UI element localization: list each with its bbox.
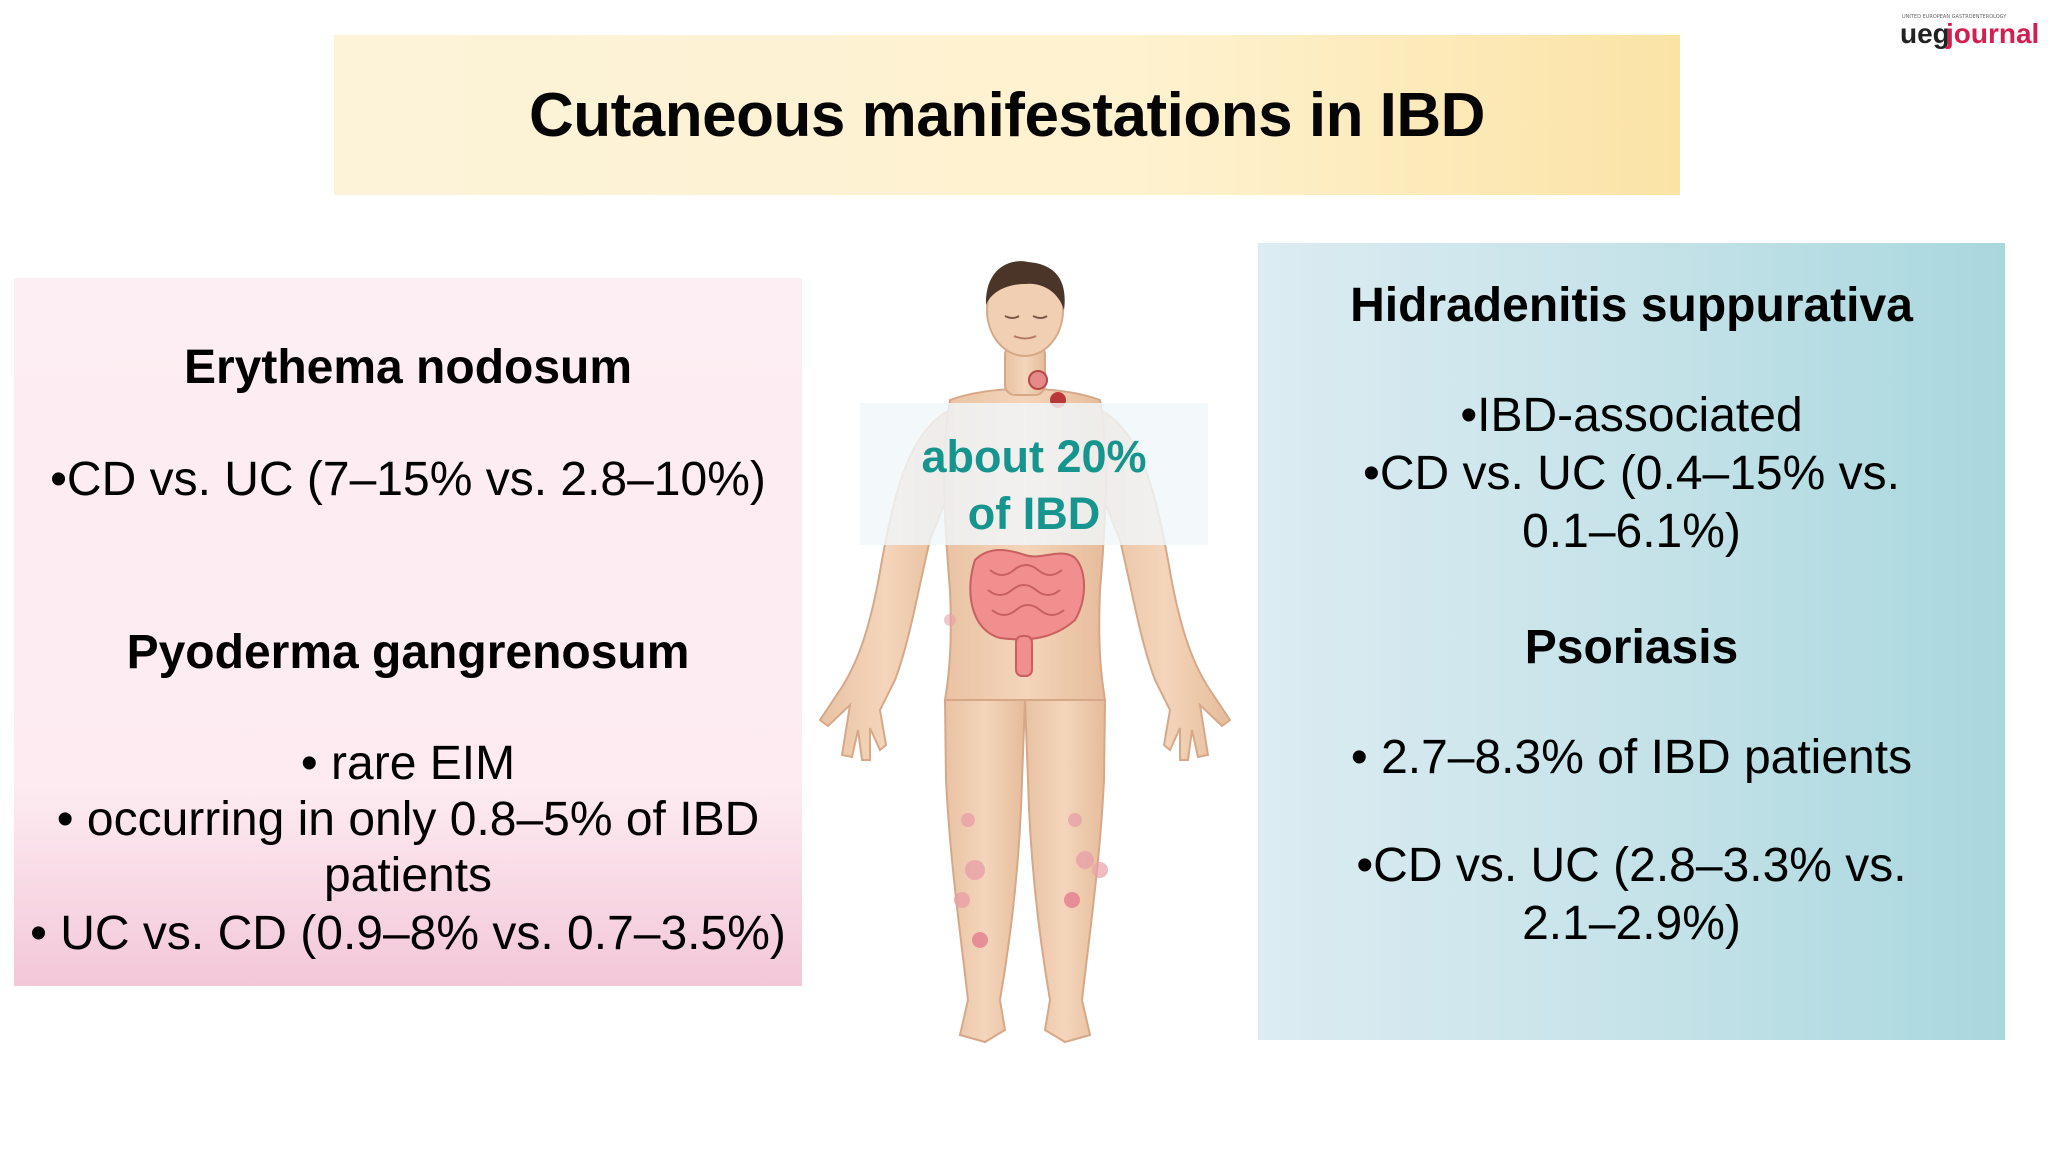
pyoderma-line-2: • occurring in only 0.8–5% of IBD: [56, 793, 760, 846]
erythema-nodosum-line: •CD vs. UC (7–15% vs. 2.8–10%): [50, 453, 766, 506]
callout-line-2: of IBD: [967, 488, 1101, 539]
pyoderma-line-3: patients: [323, 849, 493, 902]
erythema-nodosum-heading: Erythema nodosum: [183, 341, 633, 394]
callout-box: [860, 403, 1208, 545]
hidradenitis-line-3: 0.1–6.1%): [1522, 505, 1741, 558]
callout-line-1: about 20%: [921, 431, 1147, 482]
psoriasis-line-3: 2.1–2.9%): [1522, 897, 1741, 950]
logo-journal-text: journal: [1946, 18, 2040, 49]
pyoderma-gangrenosum-heading: Pyoderma gangrenosum: [126, 626, 690, 679]
right-panel: [1258, 243, 2005, 1040]
human-body-illustration: [800, 260, 1250, 1060]
page-title: Cutaneous manifestations in IBD: [529, 80, 1485, 150]
logo-tagline: UNITED EUROPEAN GASTROENTEROLOGY: [1902, 14, 2007, 20]
hidradenitis-heading: Hidradenitis suppurativa: [1350, 279, 1913, 332]
human-body-icon: [818, 261, 1232, 1044]
psoriasis-heading: Psoriasis: [1524, 621, 1739, 674]
psoriasis-line-1: • 2.7–8.3% of IBD patients: [1350, 731, 1913, 784]
left-panel: [14, 278, 802, 986]
hidradenitis-line-1: •IBD-associated: [1460, 389, 1803, 442]
hidradenitis-line-2: •CD vs. UC (0.4–15% vs.: [1363, 447, 1900, 500]
ueg-journal-logo: UNITED EUROPEAN GASTROENTEROLOGY ueg jou…: [1900, 12, 2039, 52]
psoriasis-line-2: •CD vs. UC (2.8–3.3% vs.: [1356, 839, 1907, 892]
title-banner: Cutaneous manifestations in IBD: [334, 35, 1680, 195]
pyoderma-line-1: • rare EIM: [300, 737, 516, 790]
pyoderma-line-4: • UC vs. CD (0.9–8% vs. 0.7–3.5%): [30, 907, 786, 960]
logo-ueg-text: ueg: [1900, 18, 1950, 49]
callout-text: about 20% of IBD: [860, 428, 1208, 542]
